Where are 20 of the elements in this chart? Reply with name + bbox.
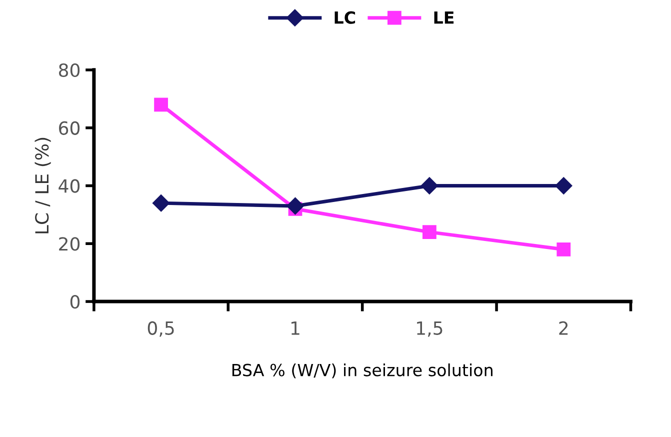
point	[286, 197, 304, 215]
point	[556, 242, 571, 256]
point	[555, 177, 572, 194]
y-tick-label: 20	[59, 237, 80, 251]
y-tick-label: 0	[70, 294, 80, 309]
x-tick-label: 1,5	[417, 322, 442, 337]
y-tick-label: 40	[58, 179, 80, 193]
y-tick-label: 80	[58, 63, 80, 78]
legend-label: LE	[434, 12, 454, 24]
y-tick-label: 60	[59, 121, 80, 135]
legend-label: LC	[334, 11, 356, 24]
point	[422, 225, 436, 239]
y-axis-title: LC / LE (%)	[34, 138, 51, 234]
point	[152, 194, 170, 212]
x-axis-title: BSA % (W/V) in seizure solution	[232, 363, 492, 378]
point	[154, 98, 168, 112]
point	[420, 177, 438, 194]
x-tick-label: 2	[559, 321, 568, 335]
x-tick-label: 1	[291, 322, 300, 335]
x-tick-label: 0,5	[148, 321, 174, 337]
